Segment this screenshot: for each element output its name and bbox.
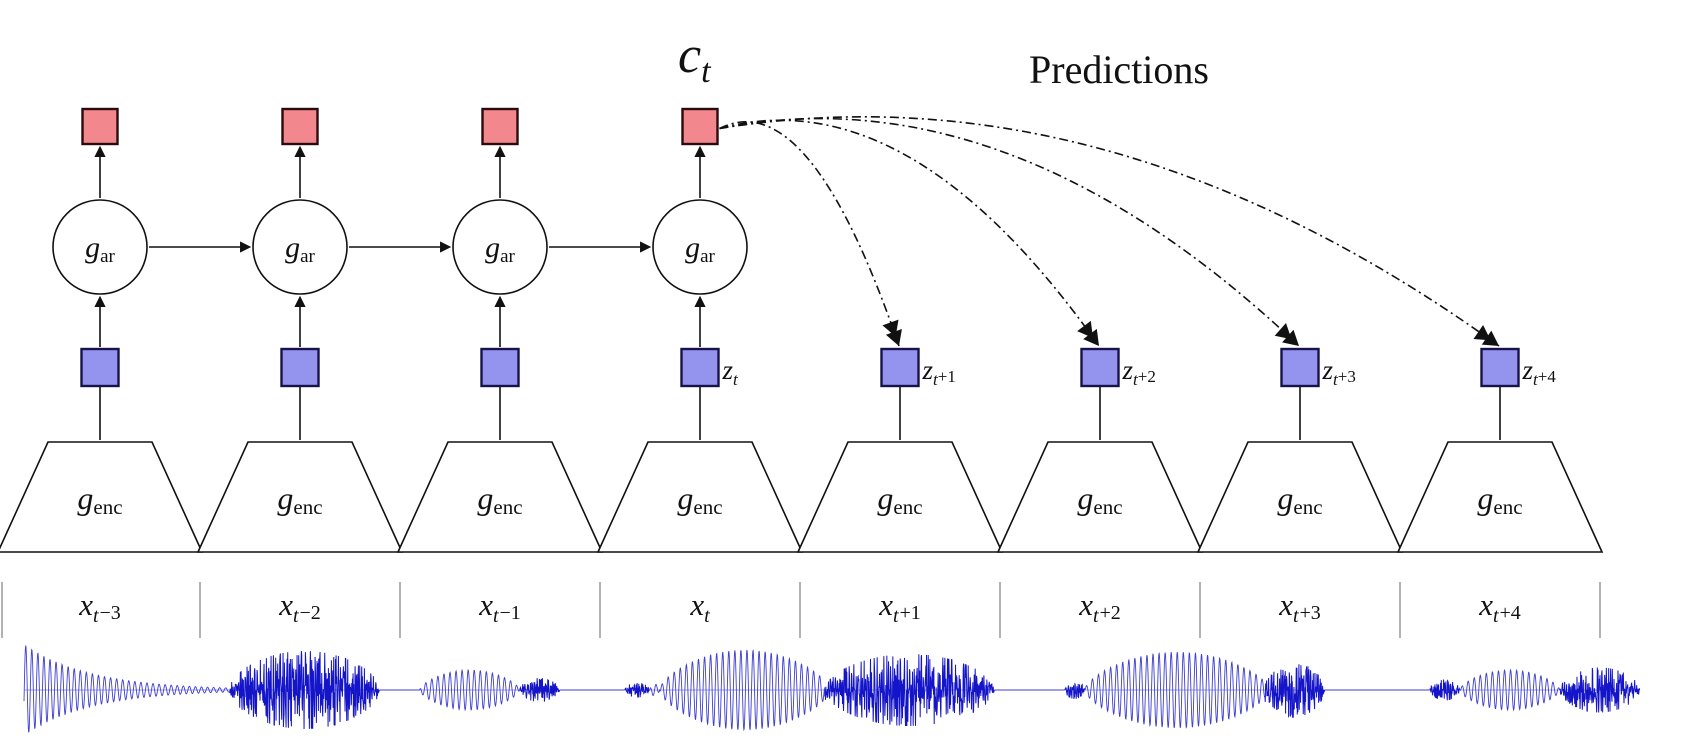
svg-text:xt+1: xt+1 (878, 587, 921, 627)
svg-text:zt+4: zt+4 (1522, 355, 1557, 389)
svg-text:xt−2: xt−2 (278, 587, 321, 627)
svg-text:xt: xt (689, 587, 710, 627)
svg-text:zt+3: zt+3 (1322, 355, 1356, 389)
svg-text:xt+3: xt+3 (1278, 587, 1321, 627)
svg-text:zt+2: zt+2 (1122, 355, 1156, 389)
svg-text:zt+1: zt+1 (922, 355, 956, 389)
svg-text:xt+4: xt+4 (1478, 587, 1521, 627)
svg-text:zt: zt (722, 355, 740, 389)
svg-text:xt−3: xt−3 (78, 587, 121, 627)
svg-text:ct: ct (678, 27, 712, 90)
svg-text:xt+2: xt+2 (1078, 587, 1121, 627)
svg-text:xt−1: xt−1 (478, 587, 521, 627)
svg-text:Predictions: Predictions (1029, 47, 1209, 92)
